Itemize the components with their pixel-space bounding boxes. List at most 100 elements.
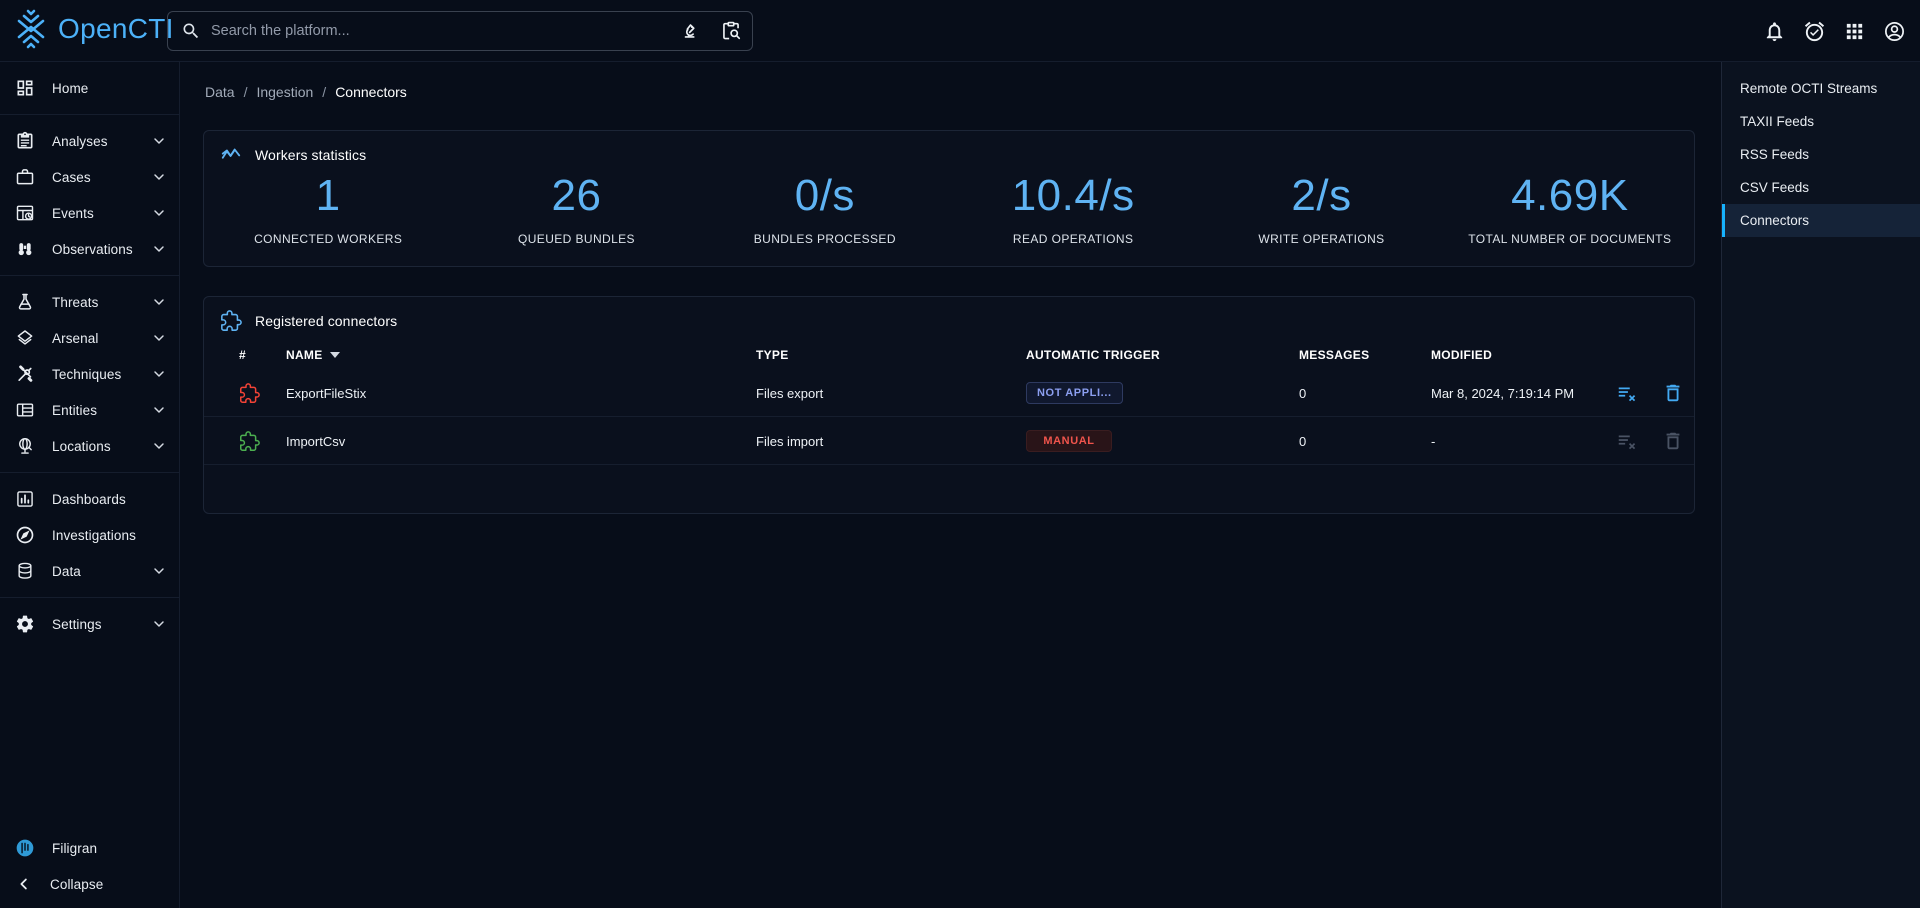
stat-label: READ OPERATIONS: [1012, 232, 1134, 246]
connector-row-exportfilestix[interactable]: ExportFileStix Files export NOT APPLI...…: [204, 369, 1694, 417]
connector-puzzle-icon-red: [239, 369, 260, 417]
line-chart-icon: [220, 144, 242, 166]
clear-works-icon-disabled: [1616, 430, 1638, 452]
sidebar-item-dashboards[interactable]: Dashboards: [0, 481, 179, 517]
alarm-check-icon[interactable]: [1803, 20, 1826, 43]
ingestion-right-menu: Remote OCTI Streams TAXII Feeds RSS Feed…: [1721, 62, 1920, 908]
workers-panel-title: Workers statistics: [255, 146, 367, 163]
search-icon: [181, 21, 201, 41]
menu-item-taxii-feeds[interactable]: TAXII Feeds: [1740, 114, 1815, 129]
table-clock-icon: [15, 203, 35, 223]
sidebar-item-arsenal[interactable]: Arsenal: [0, 320, 179, 356]
puzzle-icon: [220, 309, 242, 332]
connectors-table-header: # NAME TYPE AUTOMATIC TRIGGER MESSAGES M…: [204, 343, 1694, 369]
database-icon: [15, 561, 35, 581]
chevron-down-icon: [151, 330, 167, 346]
search-input[interactable]: [211, 23, 672, 39]
stat-value: 2/s: [1291, 171, 1352, 220]
workers-stats-row: 1 CONNECTED WORKERS 26 QUEUED BUNDLES 0/…: [204, 171, 1694, 247]
sidebar-item-cases[interactable]: Cases: [0, 159, 179, 195]
breadcrumb: Data / Ingestion / Connectors: [205, 84, 407, 100]
col-header-name-label: NAME: [286, 348, 323, 362]
compass-icon: [15, 525, 35, 545]
search-bar: [167, 11, 753, 51]
folder-table-icon: [15, 400, 35, 420]
main-content: Data / Ingestion / Connectors Workers st…: [181, 62, 1721, 908]
menu-item-rss-feeds[interactable]: RSS Feeds: [1740, 147, 1810, 162]
sidebar-item-label: Observations: [52, 241, 133, 257]
account-circle-icon[interactable]: [1883, 20, 1906, 43]
sidebar-item-label: Locations: [52, 438, 111, 454]
sidebar-item-label: Settings: [52, 616, 102, 632]
workers-statistics-panel: Workers statistics 1 CONNECTED WORKERS 2…: [203, 130, 1695, 267]
col-header-name[interactable]: NAME: [286, 348, 340, 362]
sidebar-item-label: Techniques: [52, 366, 122, 382]
sidebar-item-observations[interactable]: Observations: [0, 231, 179, 267]
sidebar-item-events[interactable]: Events: [0, 195, 179, 231]
trash-icon-disabled: [1662, 430, 1684, 452]
menu-item-csv-feeds[interactable]: CSV Feeds: [1740, 180, 1810, 195]
col-header-trigger: AUTOMATIC TRIGGER: [1026, 348, 1160, 362]
filigran-link[interactable]: Filigran: [0, 830, 179, 866]
connector-puzzle-icon-green: [239, 417, 260, 465]
sidebar-item-label: Arsenal: [52, 330, 99, 346]
trigger-badge: NOT APPLI...: [1026, 382, 1123, 404]
filigran-logo-icon: [15, 838, 35, 858]
apps-grid-icon[interactable]: [1843, 20, 1866, 43]
dashboard-icon: [15, 78, 35, 98]
chevron-down-icon: [151, 294, 167, 310]
chevron-down-icon: [151, 402, 167, 418]
clear-works-icon[interactable]: [1616, 382, 1638, 404]
chevron-down-icon: [151, 133, 167, 149]
menu-item-remote-octi-streams[interactable]: Remote OCTI Streams: [1740, 81, 1878, 96]
clipboard-search-icon[interactable]: [720, 20, 742, 42]
sidebar-item-threats[interactable]: Threats: [0, 284, 179, 320]
breadcrumb-ingestion[interactable]: Ingestion: [256, 84, 314, 100]
col-header-modified: MODIFIED: [1431, 348, 1493, 362]
sidebar-item-analyses[interactable]: Analyses: [0, 123, 179, 159]
trash-icon[interactable]: [1662, 382, 1684, 404]
sidebar-item-locations[interactable]: Locations: [0, 428, 179, 464]
stat-write-operations: 2/s WRITE OPERATIONS: [1197, 171, 1445, 247]
connector-name: ExportFileStix: [286, 385, 367, 401]
opencti-logo[interactable]: OpenCTI: [13, 9, 174, 49]
collapse-label: Collapse: [50, 876, 104, 892]
stat-label: CONNECTED WORKERS: [254, 232, 403, 246]
notifications-bell-icon[interactable]: [1763, 20, 1786, 43]
connector-row-importcsv[interactable]: ImportCsv Files import MANUAL 0 -: [204, 417, 1694, 465]
connector-type: Files export: [756, 385, 824, 401]
sidebar-item-label: Home: [52, 80, 89, 96]
breadcrumb-connectors: Connectors: [335, 84, 407, 100]
menu-item-connectors[interactable]: Connectors: [1722, 204, 1920, 237]
sidebar-item-investigations[interactable]: Investigations: [0, 517, 179, 553]
col-header-messages: MESSAGES: [1299, 348, 1370, 362]
connector-name: ImportCsv: [286, 433, 346, 449]
left-sidebar: Home Analyses Cases Events Observations: [0, 62, 180, 908]
gear-icon: [15, 614, 35, 634]
stat-value: 4.69K: [1511, 171, 1629, 220]
sidebar-item-settings[interactable]: Settings: [0, 606, 179, 642]
stat-read-operations: 10.4/s READ OPERATIONS: [949, 171, 1197, 247]
microscope-icon[interactable]: [680, 20, 702, 42]
breadcrumb-data[interactable]: Data: [205, 84, 235, 100]
collapse-button[interactable]: Collapse: [0, 866, 179, 902]
chevron-left-icon: [15, 875, 33, 893]
col-header-type: TYPE: [756, 348, 789, 362]
sort-desc-icon: [329, 352, 340, 358]
sidebar-item-entities[interactable]: Entities: [0, 392, 179, 428]
connector-modified: -: [1431, 433, 1436, 449]
col-header-num: #: [239, 348, 246, 362]
sidebar-item-label: Dashboards: [52, 491, 126, 507]
sidebar-item-label: Investigations: [52, 527, 136, 543]
sidebar-item-home[interactable]: Home: [0, 70, 179, 106]
connector-messages: 0: [1299, 433, 1307, 449]
sidebar-item-label: Entities: [52, 402, 98, 418]
sidebar-item-techniques[interactable]: Techniques: [0, 356, 179, 392]
stat-value: 10.4/s: [1011, 171, 1135, 220]
chevron-down-icon: [151, 438, 167, 454]
connector-modified: Mar 8, 2024, 7:19:14 PM: [1431, 385, 1575, 401]
sidebar-item-data[interactable]: Data: [0, 553, 179, 589]
stat-label: BUNDLES PROCESSED: [753, 232, 896, 246]
logo-text: OpenCTI: [58, 13, 174, 44]
sidebar-item-label: Threats: [52, 294, 99, 310]
